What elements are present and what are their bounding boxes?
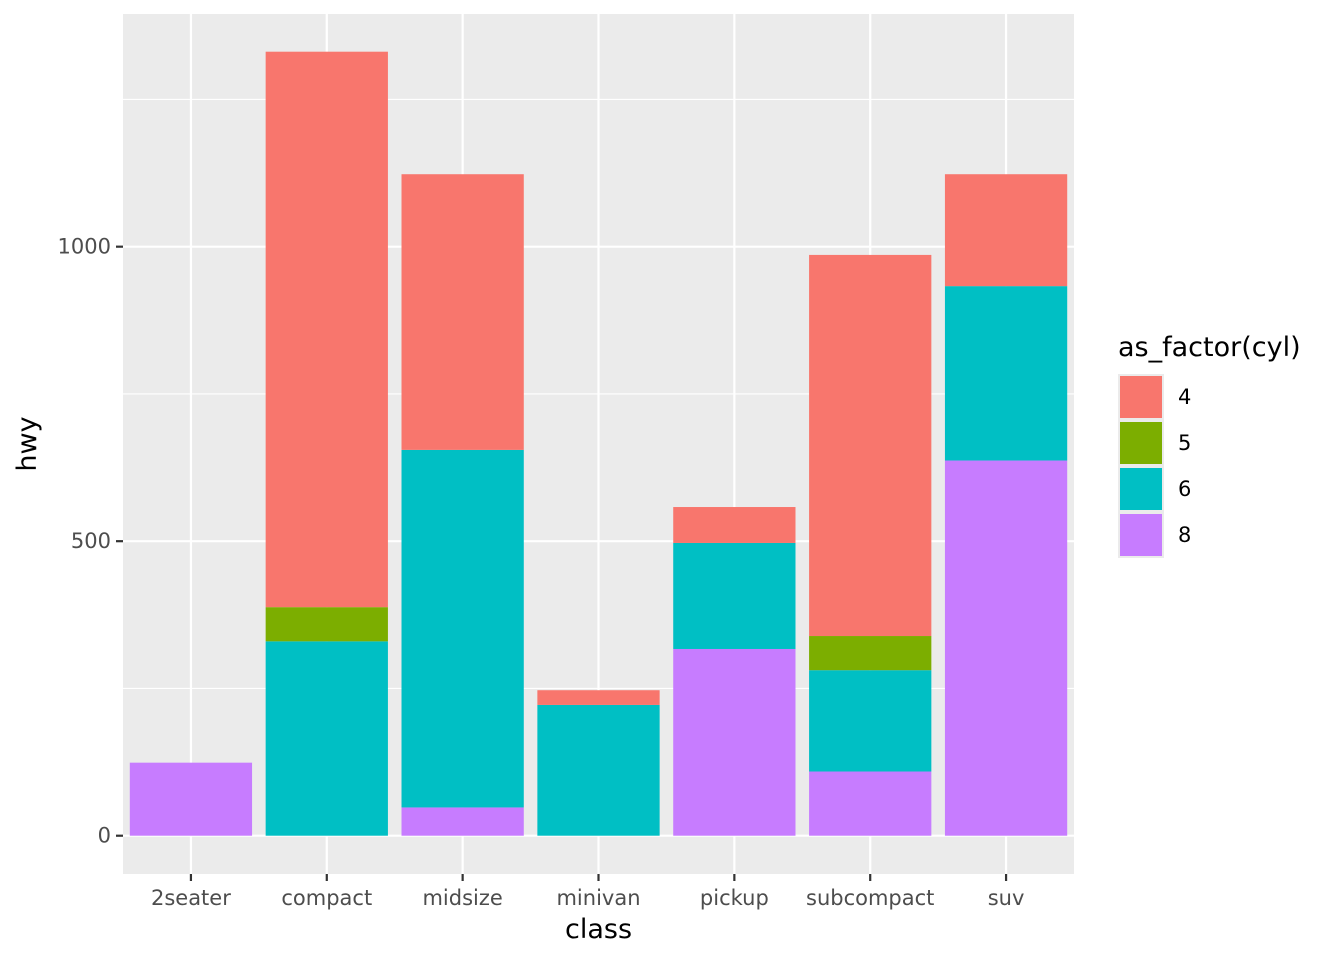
legend-swatch-5 (1120, 422, 1162, 464)
bar-minivan-cyl-6 (537, 704, 660, 836)
bar-compact-cyl-6 (265, 641, 388, 836)
bar-subcompact-cyl-5 (809, 636, 932, 671)
bar-subcompact-cyl-8 (809, 771, 932, 836)
bar-midsize-cyl-4 (401, 174, 524, 450)
y-tick-label: 500 (71, 529, 111, 553)
x-tick-label: suv (988, 886, 1025, 910)
x-axis-title: class (565, 914, 632, 945)
legend-label: 4 (1178, 385, 1191, 409)
x-tick-label: 2seater (151, 886, 231, 910)
legend-label: 6 (1178, 477, 1191, 501)
y-axis: 0 500 1000 (58, 235, 123, 848)
y-tick-label: 1000 (58, 235, 111, 259)
bar-pickup-cyl-4 (673, 507, 796, 543)
y-axis-title: hwy (12, 416, 43, 471)
x-tick-label: compact (281, 886, 372, 910)
bar-2seater-cyl-8 (129, 762, 253, 836)
bar-compact-cyl-5 (265, 607, 388, 642)
legend-label: 8 (1178, 523, 1191, 547)
bar-minivan-cyl-4 (537, 690, 660, 705)
bar-suv-cyl-6 (944, 286, 1068, 461)
bar-pickup-cyl-6 (673, 542, 796, 649)
x-tick-label: midsize (422, 886, 502, 910)
y-tick-label: 0 (98, 824, 111, 848)
legend: as_factor(cyl) 4 5 6 8 (1118, 332, 1301, 558)
x-axis: 2seater compact midsize minivan pickup subcom… (151, 874, 1024, 910)
bar-subcompact-cyl-4 (809, 254, 932, 637)
x-tick-label: pickup (700, 886, 769, 910)
legend-swatch-4 (1120, 376, 1162, 418)
x-tick-label: subcompact (806, 886, 934, 910)
x-tick-label: minivan (556, 886, 640, 910)
bar-midsize-cyl-8 (401, 807, 524, 836)
bar-compact-cyl-4 (265, 51, 388, 608)
bar-suv-cyl-8 (944, 460, 1068, 836)
legend-swatch-6 (1120, 468, 1162, 510)
legend-title: as_factor(cyl) (1118, 332, 1301, 363)
legend-swatch-8 (1120, 514, 1162, 556)
bar-subcompact-cyl-6 (809, 670, 932, 772)
legend-label: 5 (1178, 431, 1191, 455)
bars (129, 51, 1068, 836)
bar-pickup-cyl-8 (673, 648, 796, 836)
bar-midsize-cyl-6 (401, 449, 524, 808)
bar-suv-cyl-4 (944, 174, 1068, 287)
